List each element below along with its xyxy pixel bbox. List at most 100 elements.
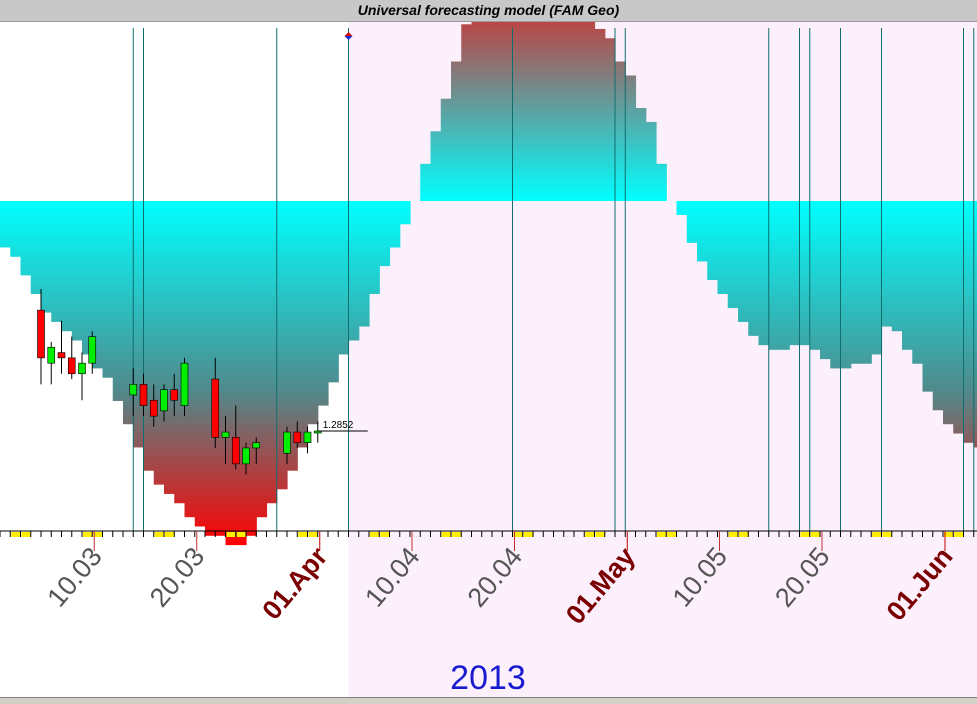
forecast-bar (451, 62, 462, 202)
forecast-bar (297, 201, 308, 447)
forecast-bar (533, 22, 544, 201)
forecast-bar (615, 62, 626, 202)
forecast-bar (82, 201, 93, 354)
forecast-bar (308, 201, 319, 424)
candle-body (171, 390, 178, 401)
weekend-marker (380, 532, 389, 537)
candle-body (79, 363, 86, 374)
forecast-bar (656, 164, 667, 201)
candle-body (212, 379, 219, 437)
forecast-bar (10, 201, 21, 257)
candle-body (232, 437, 239, 464)
forecast-bar (390, 201, 401, 248)
forecast-bar (185, 201, 196, 517)
forecast-bar (892, 201, 903, 331)
candle-body (243, 448, 250, 464)
forecast-bar (964, 201, 975, 443)
forecast-bar (0, 201, 11, 248)
weekend-marker (596, 532, 605, 537)
forecast-bar (482, 22, 493, 201)
weekend-marker (155, 532, 164, 537)
weekend-marker (811, 532, 820, 537)
forecast-bar (195, 201, 206, 527)
weekend-marker (298, 532, 307, 537)
weekend-marker (22, 532, 31, 537)
forecast-bar (267, 201, 278, 503)
forecast-bar (871, 201, 882, 354)
forecast-bar (420, 164, 431, 201)
forecast-bar (113, 201, 124, 401)
forecast-bar (472, 22, 483, 201)
forecast-bar (728, 201, 739, 308)
weekend-marker (452, 532, 461, 537)
candle-body (181, 363, 188, 405)
forecast-bar (718, 201, 729, 294)
candle-body (222, 432, 229, 437)
candle-body (68, 358, 75, 374)
forecast-bar (461, 24, 472, 201)
weekend-marker (657, 532, 666, 537)
forecast-bar (748, 201, 759, 336)
candle-body (150, 400, 157, 416)
forecast-bar (554, 22, 565, 201)
weekend-marker (739, 532, 748, 537)
forecast-bar (902, 201, 913, 350)
candle-body (161, 390, 168, 411)
forecast-bar (933, 201, 944, 410)
weekend-marker (370, 532, 379, 537)
forecast-bar (625, 75, 636, 201)
candle-body (304, 432, 311, 443)
forecast-bar (595, 29, 606, 201)
candle-body (38, 310, 45, 358)
forecast-bar (369, 201, 380, 294)
forecast-bar (820, 201, 831, 359)
forecast-bar (789, 201, 800, 345)
candle-body (284, 432, 291, 453)
forecast-bar (62, 201, 73, 331)
forecast-bar (810, 201, 821, 350)
forecast-bar (564, 22, 575, 201)
forecast-bar (707, 201, 718, 280)
forecast-bar (646, 122, 657, 201)
weekend-marker (227, 532, 236, 537)
forecast-bar (841, 201, 852, 368)
forecast-bar (441, 99, 452, 201)
forecast-bar (779, 201, 790, 350)
forecast-bar (133, 201, 144, 447)
title-bar: Universal forecasting model (FAM Geo) (0, 0, 977, 22)
weekend-marker (585, 532, 594, 537)
candle-body (58, 353, 65, 358)
candle-body (130, 384, 137, 395)
forecast-bar (72, 201, 83, 341)
forecast-bar (359, 201, 370, 327)
forecast-bar (164, 201, 175, 494)
chart-title: Universal forecasting model (FAM Geo) (0, 0, 977, 21)
forecast-bar (677, 201, 688, 215)
forecast-bar (226, 201, 237, 545)
weekend-marker (729, 532, 738, 537)
forecast-bar (830, 201, 841, 368)
forecast-bar (605, 38, 616, 201)
weekend-marker (954, 532, 963, 537)
forecast-bar (687, 201, 698, 243)
forecast-bar (338, 201, 349, 354)
forecast-bar (492, 22, 503, 201)
forecast-bar (41, 201, 52, 313)
weekend-marker (309, 532, 318, 537)
weekend-marker (667, 532, 676, 537)
weekend-marker (165, 532, 174, 537)
forecast-bar (912, 201, 923, 364)
candle-body (253, 443, 260, 448)
weekend-marker (801, 532, 810, 537)
forecast-bar (523, 22, 534, 201)
forecast-bar (400, 201, 411, 224)
weekend-marker (83, 532, 92, 537)
forecast-bar (882, 201, 893, 327)
forecast-bar (769, 201, 780, 350)
forecast-bar (144, 201, 155, 471)
forecast-bar (697, 201, 708, 261)
year-label: 2013 (450, 659, 526, 697)
weekend-marker (524, 532, 533, 537)
forecast-bar (215, 201, 226, 536)
